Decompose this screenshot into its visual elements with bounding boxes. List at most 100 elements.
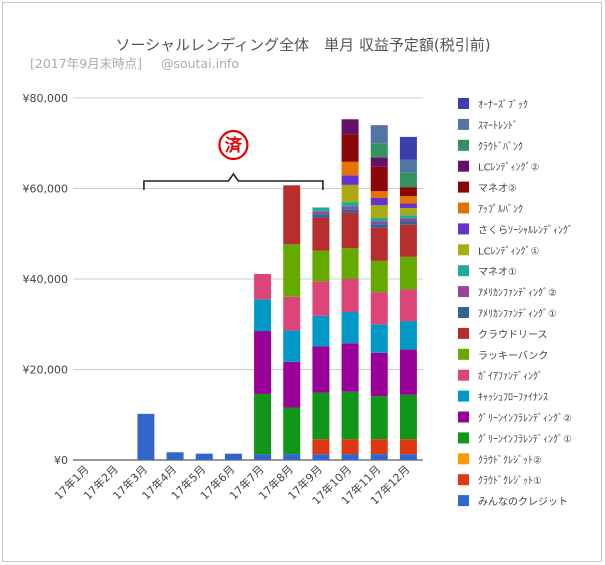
- legend-swatch: [458, 369, 469, 381]
- legend-label: マネオ①: [478, 266, 517, 278]
- bar-segment: [137, 413, 155, 460]
- chart-subtitle: [2017年9月末時点]: [30, 56, 142, 71]
- legend-label: クラウドリース: [478, 329, 548, 341]
- legend-swatch: [458, 495, 469, 507]
- bar-segment: [312, 211, 330, 215]
- y-tick-label: ¥80,000: [23, 92, 69, 105]
- x-axis: 17年1月17年2月17年3月17年4月17年5月17年6月17年7月17年8月…: [51, 462, 412, 507]
- bar-segment: [341, 312, 359, 344]
- bar-segment: [370, 352, 388, 397]
- legend-label: ｸﾞﾘｰﾝｲﾝﾌﾗﾚﾝﾃﾞｨﾝｸﾞ①: [478, 433, 572, 445]
- gridlines: [73, 97, 423, 461]
- bar-segment: [399, 172, 417, 188]
- bar-segment: [341, 454, 359, 460]
- chart-title: ソーシャルレンディング全体 単月 収益予定額(税引前): [115, 36, 490, 54]
- legend-label: ｽﾏｰﾄﾚﾝﾄﾞ: [478, 120, 518, 132]
- bar-segment: [283, 361, 301, 408]
- bar-segment: [312, 439, 330, 455]
- legend-swatch: [458, 348, 469, 360]
- bar-segment: [370, 260, 388, 293]
- legend-swatch: [458, 265, 469, 277]
- bar-segment: [399, 196, 417, 204]
- annotation: 済: [143, 129, 324, 190]
- bar-segment: [370, 166, 388, 192]
- bar-segment: [312, 346, 330, 393]
- bar-segment: [254, 393, 272, 455]
- legend-swatch: [458, 202, 469, 214]
- y-tick-label: ¥0: [54, 454, 68, 467]
- bar-segment: [312, 315, 330, 347]
- bar-segment: [341, 209, 359, 213]
- bar-segment: [254, 331, 272, 394]
- bar-segment: [399, 394, 417, 440]
- bar-segment: [283, 330, 301, 362]
- bar-segment: [370, 191, 388, 199]
- bar-segment: [283, 296, 301, 331]
- bar-segment: [399, 439, 417, 455]
- bar-segment: [399, 203, 417, 208]
- bar-segment: [399, 207, 417, 216]
- legend-label: ｱｯﾌﾟﾙﾊﾞﾝｸ: [478, 204, 523, 216]
- legend-label: ｷｬｯｼｭﾌﾛｰﾌｧｲﾅﾝｽ: [478, 392, 548, 404]
- bar-segment: [370, 396, 388, 440]
- bar-segment: [370, 324, 388, 353]
- legend-label: ラッキーバンク: [478, 350, 548, 362]
- bar-segment: [341, 248, 359, 279]
- bar-segment: [312, 217, 330, 251]
- done-stamp-circle: [218, 129, 249, 161]
- legend-label: さくらｿｰｼｬﾙﾚﾝﾃﾞｨﾝｸﾞ: [478, 224, 573, 236]
- legend-swatch: [458, 307, 469, 318]
- bar-segment: [341, 343, 359, 392]
- y-tick-label: ¥20,000: [23, 364, 69, 377]
- legend-label: LCﾚﾝﾃﾞｨﾝｸﾞ②: [478, 162, 540, 174]
- legend-swatch: [458, 98, 469, 109]
- bar-segment: [341, 134, 359, 162]
- bar-segment: [312, 454, 330, 460]
- legend-swatch: [458, 139, 469, 151]
- bars: [137, 119, 417, 460]
- bar-segment: [399, 454, 417, 460]
- bar-segment: [399, 136, 417, 160]
- bar-segment: [166, 452, 184, 460]
- bar-segment: [283, 244, 301, 297]
- bar-segment: [370, 439, 388, 455]
- bar-segment: [341, 439, 359, 455]
- bar-segment: [254, 454, 272, 460]
- legend-label: ｸﾗｳﾄﾞｸﾚｼﾞｯﾄ①: [478, 475, 542, 487]
- legend-swatch: [458, 327, 469, 339]
- bar-segment: [370, 157, 388, 167]
- bar-segment: [312, 207, 330, 212]
- bar-segment: [370, 454, 388, 460]
- legend-label: LCﾚﾝﾃﾞｨﾝｸﾞ①: [478, 245, 540, 257]
- bar-segment: [341, 161, 359, 176]
- bar-segment: [341, 279, 359, 313]
- legend-label: みんなのクレジット: [478, 496, 568, 508]
- done-stamp-text: 済: [225, 135, 243, 156]
- legend-swatch: [458, 474, 469, 486]
- chart-svg: ソーシャルレンディング全体 単月 収益予定額(税引前) [2017年9月末時点]…: [23, 36, 574, 508]
- bar-segment: [399, 159, 417, 173]
- legend: ｵｰﾅｰｽﾞﾌﾞｯｸ ｽﾏｰﾄﾚﾝﾄﾞ ｸﾗｳﾄﾞﾊﾞﾝｸ LCﾚﾝﾃﾞｨﾝｸﾞ② マネ…: [458, 98, 573, 508]
- bar-segment: [224, 453, 242, 460]
- legend-swatch: [458, 453, 469, 465]
- legend-label: ｸﾗｳﾄﾞｸﾚｼﾞｯﾄ②: [478, 454, 542, 466]
- bar-segment: [341, 391, 359, 440]
- bar-segment: [254, 299, 272, 332]
- bar-segment: [399, 349, 417, 395]
- bar-segment: [370, 198, 388, 206]
- bar-segment: [399, 218, 417, 222]
- bar-segment: [370, 221, 388, 225]
- bar-segment: [399, 321, 417, 350]
- bar-segment: [370, 227, 388, 261]
- legend-swatch: [458, 160, 469, 172]
- bar-segment: [370, 217, 388, 222]
- legend-swatch: [458, 244, 469, 256]
- legend-swatch: [458, 181, 469, 193]
- bar-segment: [341, 202, 359, 207]
- bar-segment: [341, 119, 359, 135]
- legend-swatch: [458, 223, 469, 235]
- legend-label: ｱﾒﾘｶﾝﾌｧﾝﾃﾞｨﾝｸﾞ②: [478, 287, 557, 299]
- bar-segment: [312, 214, 330, 218]
- legend-label: ｸﾞﾘｰﾝｲﾝﾌﾗﾚﾝﾃﾞｨﾝｸﾞ②: [478, 413, 572, 425]
- y-tick-label: ¥40,000: [23, 273, 69, 286]
